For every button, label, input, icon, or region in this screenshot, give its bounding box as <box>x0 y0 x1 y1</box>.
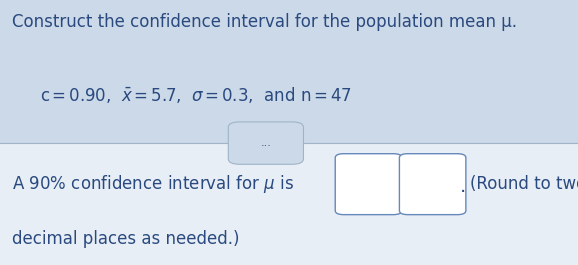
Text: c$\,$=$\,$0.90,  $\bar{x}$$\,$=$\,$5.7,  $\sigma$$\,$=$\,$0.3,  and n$\,$=$\,$47: c$\,$=$\,$0.90, $\bar{x}$$\,$=$\,$5.7, $… <box>40 85 353 105</box>
FancyBboxPatch shape <box>0 143 578 265</box>
FancyBboxPatch shape <box>228 122 303 164</box>
FancyBboxPatch shape <box>0 0 578 143</box>
Text: (Round to two: (Round to two <box>470 175 578 193</box>
FancyBboxPatch shape <box>335 154 402 215</box>
Text: Construct the confidence interval for the population mean μ.: Construct the confidence interval for th… <box>12 13 517 31</box>
Text: .: . <box>460 177 466 196</box>
FancyBboxPatch shape <box>399 154 466 215</box>
Text: A 90% confidence interval for $\mu$ is: A 90% confidence interval for $\mu$ is <box>12 173 294 195</box>
Text: decimal places as needed.): decimal places as needed.) <box>12 229 239 248</box>
Text: ...: ... <box>261 138 271 148</box>
Text: ,: , <box>398 180 403 198</box>
